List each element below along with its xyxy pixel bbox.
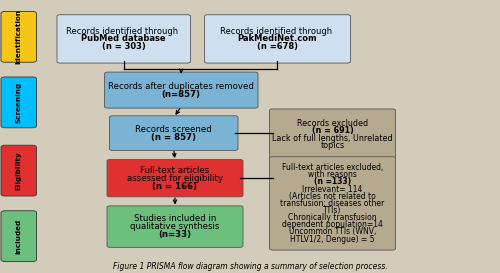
Text: Chronically transfusion: Chronically transfusion (288, 213, 377, 222)
Text: Figure 1 PRISMA flow diagram showing a summary of selection process.: Figure 1 PRISMA flow diagram showing a s… (112, 262, 388, 271)
FancyBboxPatch shape (107, 206, 243, 247)
Text: Full-text articles excluded,: Full-text articles excluded, (282, 163, 383, 172)
Text: Records identified through: Records identified through (220, 26, 335, 35)
Text: assessed for eligibility: assessed for eligibility (127, 174, 223, 183)
Text: Irrelevant= 114: Irrelevant= 114 (302, 185, 362, 194)
Text: Uncommon TTIs (WNV,: Uncommon TTIs (WNV, (289, 227, 376, 236)
Text: (n = 691): (n = 691) (312, 126, 354, 135)
FancyBboxPatch shape (57, 15, 190, 63)
Text: transfusion; diseases other: transfusion; diseases other (280, 199, 384, 208)
Text: Eligibility: Eligibility (16, 151, 22, 190)
FancyBboxPatch shape (1, 145, 36, 196)
Text: dependent population=14: dependent population=14 (282, 220, 383, 229)
Text: Records screened: Records screened (136, 124, 212, 133)
Text: (n = 166): (n = 166) (152, 182, 198, 191)
Text: (n=857): (n=857) (162, 90, 201, 99)
Text: TTIs): TTIs) (324, 206, 342, 215)
FancyBboxPatch shape (270, 157, 396, 250)
FancyBboxPatch shape (204, 15, 350, 63)
Text: Records excluded: Records excluded (297, 119, 368, 128)
FancyBboxPatch shape (1, 11, 36, 62)
Text: (n=33): (n=33) (158, 230, 192, 239)
Text: Full-text articles: Full-text articles (140, 165, 209, 174)
FancyBboxPatch shape (1, 211, 36, 262)
Text: Screening: Screening (16, 82, 22, 123)
Text: PubMed database: PubMed database (82, 34, 166, 43)
FancyBboxPatch shape (104, 72, 258, 108)
FancyBboxPatch shape (270, 109, 396, 160)
FancyBboxPatch shape (107, 159, 243, 197)
Text: HTLV1/2, Dengue) = 5: HTLV1/2, Dengue) = 5 (290, 235, 375, 244)
Text: Included: Included (16, 218, 22, 254)
Text: (n = 857): (n = 857) (152, 133, 196, 142)
Text: (n =678): (n =678) (257, 42, 298, 51)
Text: Records after duplicates removed: Records after duplicates removed (108, 82, 254, 91)
Text: qualitative synthesis: qualitative synthesis (130, 222, 220, 231)
Text: Records identified through: Records identified through (66, 26, 181, 35)
Text: Identification: Identification (16, 9, 22, 64)
Text: PakMediNet.com: PakMediNet.com (238, 34, 318, 43)
Text: with reasons: with reasons (308, 170, 357, 179)
Text: (n = 303): (n = 303) (102, 42, 146, 51)
Text: Lack of full lengths, Unrelated: Lack of full lengths, Unrelated (272, 134, 393, 143)
Text: Studies included in: Studies included in (134, 214, 216, 223)
Text: topics: topics (320, 141, 344, 150)
FancyBboxPatch shape (1, 77, 36, 128)
Text: (n =133): (n =133) (314, 177, 351, 186)
FancyBboxPatch shape (110, 116, 238, 150)
Text: (Articles not related to: (Articles not related to (289, 192, 376, 201)
